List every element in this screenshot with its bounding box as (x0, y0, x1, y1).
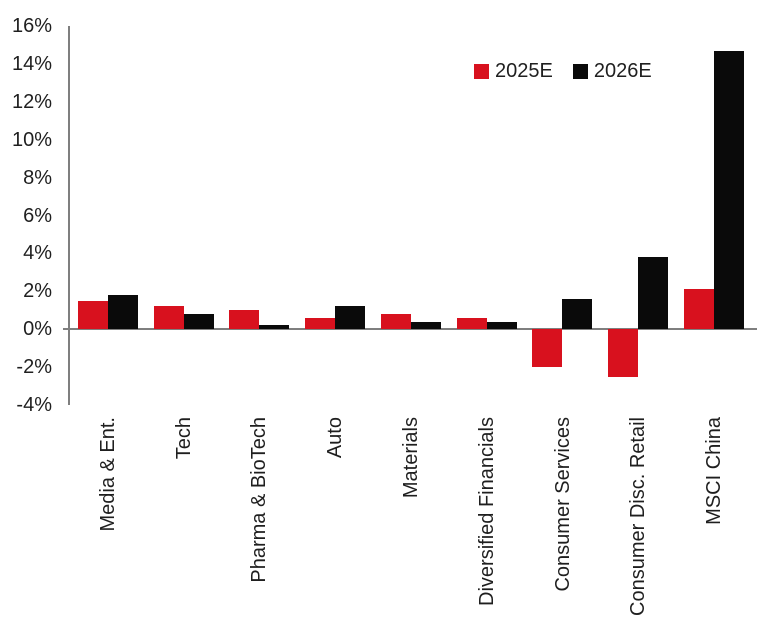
x-axis: Media & Ent. Tech Pharma & BioTech Auto Mate… (70, 417, 752, 641)
legend-entry-2026e: 2026E (572, 60, 652, 82)
y-tick-label: 4% (23, 242, 52, 265)
bar-group-auto (305, 26, 366, 405)
bar-group-consumer-services (532, 26, 593, 405)
bar-2025e-pharma-biotech (229, 310, 260, 330)
bar-group-msci-china (684, 26, 744, 405)
x-cell-pharma-biotech: Pharma & BioTech (222, 417, 298, 641)
x-axis-label: Tech (172, 417, 195, 460)
x-axis-label: Media & Ent. (96, 417, 119, 532)
legend-entry-2025e: 2025E (474, 60, 553, 82)
y-tick-label: 6% (23, 204, 52, 227)
x-axis-label: Diversified Financials (475, 417, 498, 606)
bar-2025e-diversified-financials (456, 317, 487, 330)
x-cell-media-ent: Media & Ent. (70, 417, 146, 641)
bar-2026e-materials (410, 321, 441, 330)
y-tick-label: 12% (11, 90, 52, 113)
bar-group-materials (380, 26, 441, 405)
x-axis-label: Auto (324, 417, 347, 459)
bar-group-pharma-biotech (229, 26, 290, 405)
bar-2026e-diversified-financials (486, 321, 517, 330)
x-cell-msci-china: MSCI China (676, 417, 752, 641)
bar-2025e-consumer-services (532, 329, 563, 368)
y-tick-label: 16% (11, 15, 52, 37)
x-cell-consumer-services: Consumer Services (525, 417, 601, 641)
y-tick-label: 14% (11, 52, 52, 75)
x-cell-auto: Auto (297, 417, 373, 641)
bar-2026e-consumer-disc-retail (638, 257, 669, 330)
bar-2025e-auto (305, 317, 336, 330)
bar-2026e-consumer-services (562, 298, 593, 330)
y-tick-label: -4% (16, 394, 52, 416)
y-tick-label: -2% (16, 356, 52, 379)
x-axis-label: Pharma & BioTech (248, 417, 271, 583)
legend-label-2025e: 2025E (495, 60, 553, 82)
bar-2026e-auto (335, 306, 366, 330)
bar-2025e-msci-china (684, 289, 714, 330)
bar-2026e-media-ent (107, 295, 138, 330)
bar-2025e-materials (380, 314, 411, 330)
legend-swatch-2026e-icon (572, 63, 588, 79)
plot-area (70, 26, 752, 405)
y-tick-label: 10% (11, 128, 52, 151)
y-tick-label: 0% (23, 318, 52, 341)
bar-2025e-media-ent (77, 300, 108, 330)
x-cell-tech: Tech (146, 417, 222, 641)
x-axis-label: Consumer Services (551, 417, 574, 592)
x-cell-diversified-financials: Diversified Financials (449, 417, 525, 641)
y-tick-label: 8% (23, 166, 52, 189)
legend-label-2026e: 2026E (593, 60, 652, 82)
bar-2026e-pharma-biotech (259, 325, 290, 330)
x-cell-materials: Materials (373, 417, 449, 641)
bar-group-consumer-disc-retail (608, 26, 669, 405)
y-axis-line (68, 26, 70, 405)
bar-group-diversified-financials (456, 26, 517, 405)
x-axis-label: Consumer Disc. Retail (627, 417, 650, 616)
bar-2025e-tech (153, 306, 184, 330)
bar-2026e-tech (183, 314, 214, 330)
x-axis-label: Materials (400, 417, 423, 499)
bar-group-media-ent (77, 26, 138, 405)
y-tick-label: 2% (23, 280, 52, 303)
legend-swatch-2025e-icon (474, 63, 489, 79)
x-cell-consumer-disc-retail: Consumer Disc. Retail (600, 417, 676, 641)
legend: 2025E 2026E (474, 60, 652, 82)
bar-group-tech (153, 26, 214, 405)
x-axis-label: MSCI China (703, 417, 726, 525)
bar-2026e-msci-china (714, 50, 744, 330)
bar-2025e-consumer-disc-retail (608, 329, 639, 377)
